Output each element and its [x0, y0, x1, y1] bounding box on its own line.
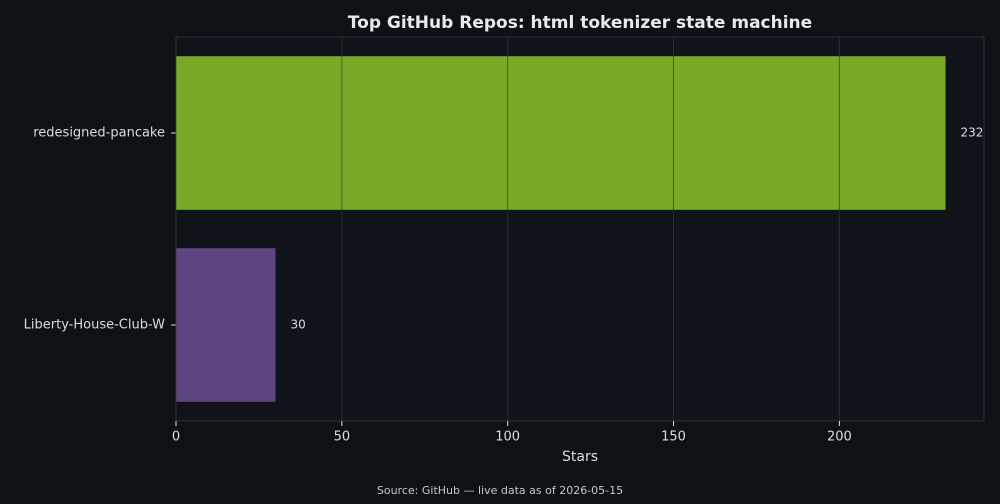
x-axis-label: Stars: [562, 449, 598, 465]
chart-title: Top GitHub Repos: html tokenizer state m…: [348, 13, 812, 33]
y-tick-label: Liberty-House-Club-W: [24, 318, 165, 333]
source-note: Source: GitHub — live data as of 2026-05…: [377, 484, 623, 497]
x-tick-label: 200: [827, 430, 852, 445]
x-tick-label: 0: [172, 430, 180, 445]
x-tick-label: 150: [661, 430, 686, 445]
value-label: 30: [291, 318, 306, 332]
x-tick-label: 100: [495, 430, 520, 445]
bar: [176, 56, 946, 210]
bar: [176, 248, 276, 402]
value-label: 232: [961, 126, 984, 140]
y-tick-label: redesigned-pancake: [33, 126, 165, 141]
x-tick-label: 50: [334, 430, 351, 445]
